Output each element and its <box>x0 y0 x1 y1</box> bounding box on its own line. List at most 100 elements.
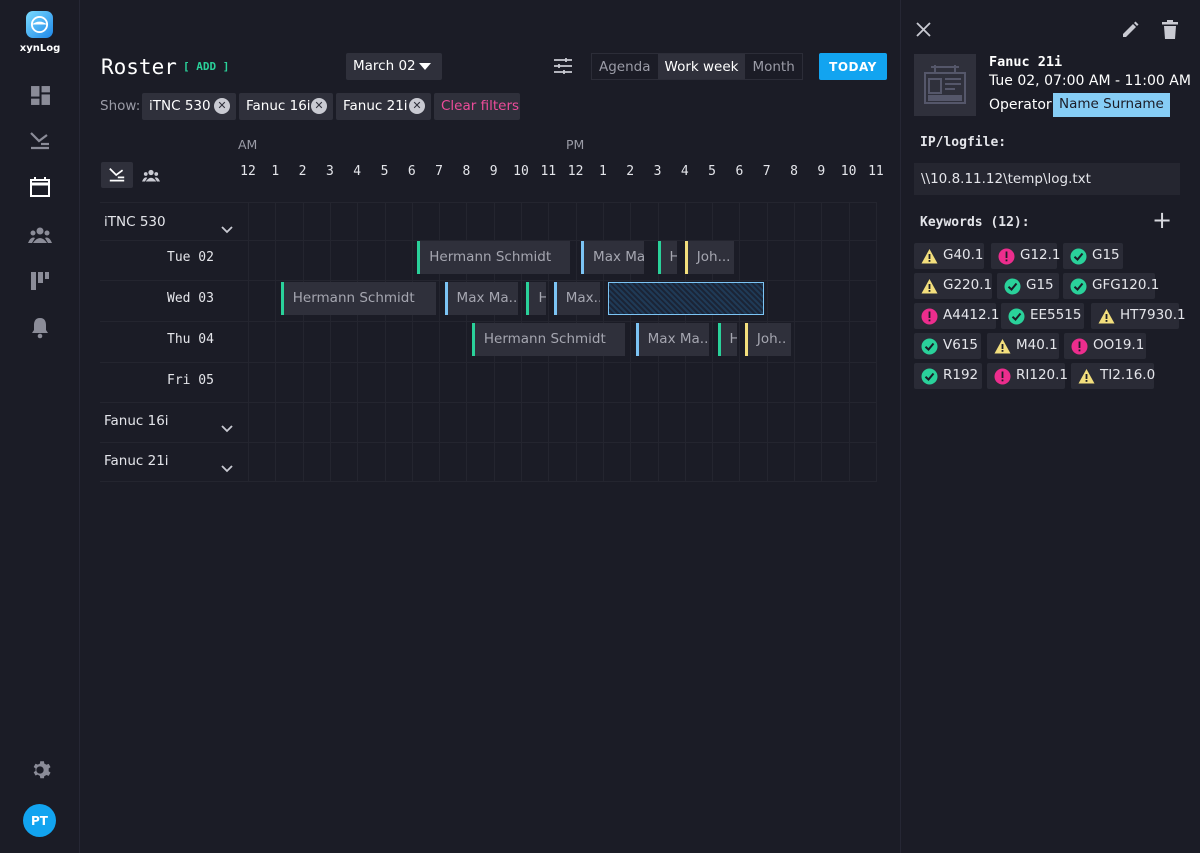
ok-icon <box>921 338 938 355</box>
keyword-label: EE5515 <box>1030 307 1082 323</box>
ip-logfile-field[interactable]: \\10.8.11.12\temp\log.txt <box>914 163 1180 195</box>
chevron-down-icon[interactable] <box>221 458 233 477</box>
keyword-chip[interactable]: G15 <box>1063 243 1123 269</box>
app-logo[interactable] <box>26 11 53 38</box>
calendar-icon[interactable] <box>28 175 52 199</box>
view-month-button[interactable]: Month <box>752 59 795 75</box>
keyword-chip[interactable]: G40.1 <box>914 243 984 269</box>
add-button[interactable]: [ ADD ] <box>183 60 230 73</box>
keyword-label: A4412.1 <box>943 307 1000 323</box>
hour-label: 1 <box>598 164 607 179</box>
people-icon[interactable] <box>28 223 52 247</box>
grid-vline <box>875 202 877 481</box>
keyword-chip[interactable]: G220.1 <box>914 273 992 299</box>
date-select[interactable]: March 02 <box>346 53 442 80</box>
delete-icon[interactable] <box>1162 20 1178 43</box>
keyword-chip[interactable]: A4412.1 <box>914 303 1000 329</box>
chevron-down-icon[interactable] <box>221 219 233 238</box>
group-label[interactable]: Fanuc 21i <box>104 453 169 469</box>
grid-vline <box>329 202 331 481</box>
avatar[interactable]: PT <box>23 804 56 837</box>
hour-label: 3 <box>653 164 662 179</box>
keyword-chip[interactable]: GFG120.1 <box>1063 273 1159 299</box>
view-workweek-button[interactable]: Work week <box>657 54 746 79</box>
keyword-chip[interactable]: M40.1 <box>987 333 1059 359</box>
app-name: xynLog <box>19 43 61 54</box>
hour-label: 9 <box>817 164 826 179</box>
keyword-chip[interactable]: R192 <box>914 363 982 389</box>
machine-view-toggle[interactable] <box>101 162 133 188</box>
ok-icon <box>1070 278 1087 295</box>
clear-filters-button[interactable]: Clear filters <box>434 93 520 120</box>
roster-event[interactable]: Joh... <box>684 241 734 274</box>
grid-hline <box>100 481 877 482</box>
keyword-chip[interactable]: V615 <box>914 333 981 359</box>
today-button[interactable]: TODAY <box>819 53 887 80</box>
machine-icon[interactable] <box>28 129 52 153</box>
hour-label: 7 <box>435 164 443 179</box>
group-label[interactable]: Fanuc 16i <box>104 413 169 429</box>
roster-event[interactable]: H <box>717 323 737 356</box>
operator-chip[interactable]: Name Surname <box>1053 93 1170 117</box>
remove-filter-icon[interactable]: ✕ <box>409 98 425 114</box>
roster-event[interactable]: Hermann Schmidt <box>280 282 437 315</box>
roster-event[interactable]: Max Ma... <box>581 241 644 274</box>
day-label: Wed 03 <box>167 291 214 306</box>
hour-label: 6 <box>407 164 416 179</box>
keyword-chip[interactable]: OO19.1 <box>1064 333 1146 359</box>
keyword-label: M40.1 <box>1016 337 1058 353</box>
detail-panel <box>900 0 1200 853</box>
day-label: Fri 05 <box>167 373 214 388</box>
people-view-toggle[interactable] <box>135 162 167 188</box>
grid-hline <box>100 442 877 443</box>
filter-chip-label: Fanuc 16i <box>246 98 311 114</box>
hour-label: 11 <box>540 164 557 179</box>
edit-icon[interactable] <box>1121 21 1139 43</box>
keyword-label: HT7930.1 <box>1120 307 1186 323</box>
grid-hline <box>100 202 877 203</box>
keyword-chip[interactable]: HT7930.1 <box>1091 303 1186 329</box>
keyword-chip[interactable]: RI120.1 <box>987 363 1068 389</box>
keyword-label: G15 <box>1026 277 1054 293</box>
dashboard-icon[interactable] <box>28 83 52 107</box>
roster-event[interactable]: H <box>526 282 546 315</box>
grid-vline <box>275 202 277 481</box>
selected-event[interactable] <box>608 282 764 315</box>
roster-event[interactable]: Max... <box>553 282 601 315</box>
am-label: AM <box>238 137 258 152</box>
roster-event[interactable]: H <box>657 241 677 274</box>
keyword-chip[interactable]: G12.1 <box>991 243 1061 269</box>
keywords-title: Keywords (12): <box>920 215 1030 230</box>
sliders-icon[interactable] <box>553 57 573 79</box>
page-title: Roster <box>101 55 177 79</box>
hour-label: 4 <box>680 164 689 179</box>
warning-icon <box>1078 368 1095 385</box>
detail-machine-name: Fanuc 21i <box>989 54 1063 70</box>
add-keyword-icon[interactable]: + <box>1152 206 1173 234</box>
keyword-chip[interactable]: G15 <box>997 273 1059 299</box>
remove-filter-icon[interactable]: ✕ <box>311 98 327 114</box>
roster-event[interactable]: Joh.. <box>744 323 792 356</box>
roster-event[interactable]: Max Ma... <box>444 282 519 315</box>
hour-label: 1 <box>271 164 280 179</box>
hour-label: 8 <box>790 164 798 179</box>
error-icon <box>1071 338 1088 355</box>
day-label: Tue 02 <box>167 250 214 265</box>
chevron-down-icon[interactable] <box>221 418 233 437</box>
grid-vline <box>384 202 386 481</box>
remove-filter-icon[interactable]: ✕ <box>214 98 230 114</box>
group-label[interactable]: iTNC 530 <box>104 214 166 230</box>
warning-icon <box>921 248 938 265</box>
keyword-chip[interactable]: EE5515 <box>1001 303 1084 329</box>
board-icon[interactable] <box>28 269 52 293</box>
roster-event[interactable]: Max Ma... <box>635 323 710 356</box>
settings-icon[interactable] <box>28 758 52 782</box>
hour-label: 12 <box>240 164 256 179</box>
roster-event[interactable]: Hermann Schmidt <box>417 241 571 274</box>
close-icon[interactable] <box>916 22 931 41</box>
roster-event[interactable]: Hermann Schmidt <box>471 323 625 356</box>
error-icon <box>994 368 1011 385</box>
view-agenda-button[interactable]: Agenda <box>599 59 651 75</box>
bell-icon[interactable] <box>28 316 52 340</box>
keyword-chip[interactable]: TI2.16.0 <box>1071 363 1155 389</box>
